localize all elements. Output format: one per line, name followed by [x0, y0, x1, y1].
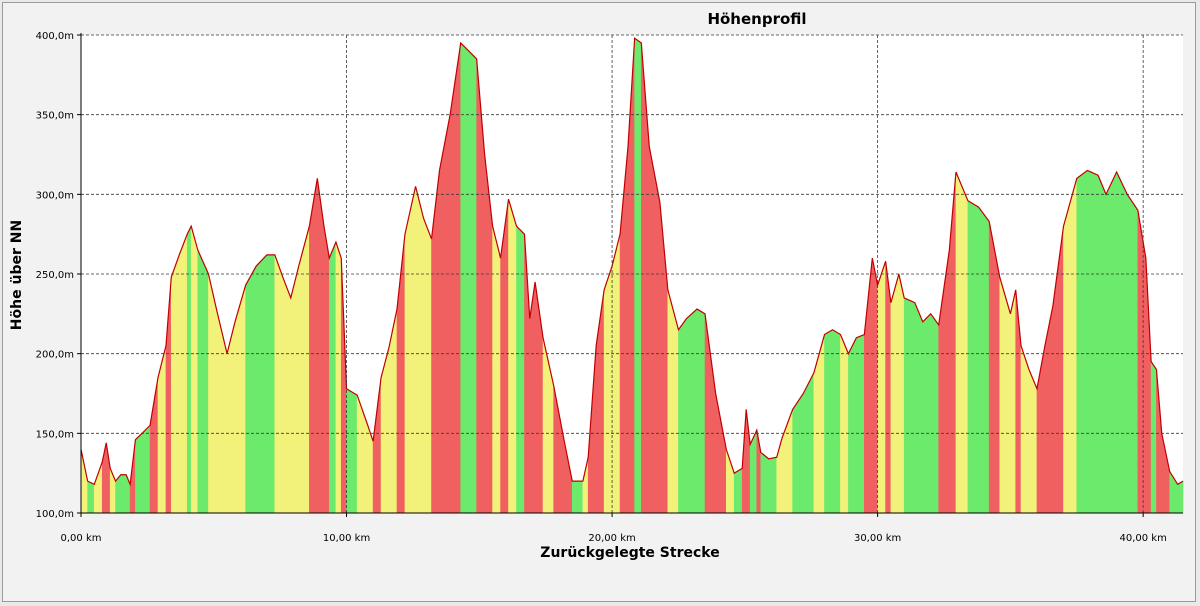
- elevation-segment: [1063, 178, 1078, 514]
- elevation-segment: [423, 218, 432, 514]
- elevation-segment: [197, 249, 209, 514]
- x-tick-label: 20,00 km: [588, 533, 635, 544]
- elevation-segment: [955, 171, 969, 514]
- elevation-segment: [832, 329, 841, 514]
- elevation-segment: [208, 273, 217, 514]
- elevation-segment: [178, 234, 188, 514]
- elevation-segment: [634, 37, 642, 514]
- elevation-segment: [404, 186, 416, 514]
- elevation-segment: [686, 308, 698, 514]
- y-tick-label: 200,0m: [36, 350, 74, 361]
- elevation-segment: [298, 226, 310, 514]
- elevation-segment: [255, 254, 268, 514]
- elevation-segment: [141, 424, 151, 514]
- x-tick-label: 0,00 km: [61, 533, 102, 544]
- y-tick-label: 100,0m: [36, 509, 74, 520]
- elevation-segment: [282, 277, 292, 514]
- y-axis-title: Höhe über NN: [9, 220, 25, 330]
- elevation-segment: [930, 312, 940, 514]
- elevation-segment: [1076, 169, 1088, 514]
- elevation-segment: [603, 265, 613, 514]
- elevation-segment: [415, 186, 424, 514]
- elevation-segment: [274, 254, 284, 514]
- elevation-segment: [802, 372, 815, 514]
- elevation-segment: [1087, 169, 1099, 514]
- elevation-segment: [190, 226, 199, 514]
- elevation-segment: [792, 392, 804, 514]
- elevation-area: [80, 37, 1184, 514]
- elevation-segment: [978, 206, 990, 514]
- elevation-segment: [760, 451, 770, 514]
- elevation-segment: [323, 226, 330, 514]
- elevation-segment: [848, 337, 857, 514]
- elevation-segment: [696, 308, 706, 514]
- elevation-segment: [856, 334, 865, 514]
- elevation-segment: [1137, 210, 1147, 514]
- elevation-segment: [120, 474, 127, 514]
- x-tick-label: 10,00 km: [323, 533, 370, 544]
- elevation-segment: [135, 432, 143, 514]
- elevation-segment: [266, 254, 276, 514]
- x-tick-label: 30,00 km: [854, 533, 901, 544]
- elevation-segment: [1097, 175, 1107, 514]
- elevation-segment: [170, 254, 180, 514]
- elevation-segment: [309, 178, 318, 514]
- elevation-segment: [999, 277, 1011, 514]
- elevation-segment: [87, 480, 95, 514]
- elevation-segment: [914, 302, 924, 514]
- chart-title: Höhenprofil: [707, 10, 806, 28]
- elevation-segment: [1028, 369, 1038, 514]
- elevation-segment: [245, 264, 257, 514]
- elevation-segment: [611, 234, 621, 514]
- elevation-segment: [328, 242, 337, 514]
- elevation-segment: [890, 273, 900, 514]
- x-tick-label: 40,00 km: [1119, 533, 1166, 544]
- elevation-segment: [967, 200, 979, 514]
- elevation-segment: [1150, 360, 1157, 514]
- elevation-segment: [1020, 345, 1030, 514]
- elevation-segment: [317, 178, 325, 514]
- elevation-segment: [186, 226, 192, 514]
- elevation-segment: [508, 199, 517, 514]
- elevation-segment: [439, 114, 451, 514]
- elevation-segment: [1010, 289, 1017, 514]
- elevation-segment: [468, 50, 477, 514]
- elevation-segment: [840, 334, 849, 514]
- y-tick-label: 350,0m: [36, 111, 74, 122]
- elevation-segment: [449, 42, 462, 514]
- elevation-segment: [1177, 480, 1184, 514]
- elevation-segment: [234, 285, 246, 514]
- elevation-segment: [824, 329, 833, 514]
- elevation-segment: [733, 467, 743, 514]
- elevation-segment: [346, 388, 358, 514]
- elevation-segment: [571, 480, 584, 514]
- elevation-segment: [648, 146, 661, 514]
- y-tick-label: 250,0m: [36, 270, 74, 281]
- elevation-segment: [1105, 171, 1117, 514]
- elevation-segment: [768, 456, 778, 514]
- elevation-segment: [290, 265, 300, 514]
- elevation-segment: [1116, 171, 1128, 514]
- x-axis-title: Zurückgelegte Strecke: [540, 545, 719, 561]
- tick-labels: 100,0m 150,0m 200,0m 250,0m 300,0m 350,0m 400,…: [36, 31, 1167, 544]
- y-tick-label: 400,0m: [36, 31, 74, 42]
- elevation-segment: [877, 261, 886, 514]
- elevation-segment: [922, 313, 932, 514]
- elevation-segment: [678, 317, 687, 514]
- y-tick-label: 300,0m: [36, 190, 74, 201]
- elevation-segment: [898, 273, 905, 514]
- elevation-segment: [335, 242, 342, 514]
- elevation-segment: [492, 226, 501, 514]
- y-tick-label: 150,0m: [36, 429, 74, 440]
- elevation-segment: [872, 258, 878, 514]
- elevation-segment: [903, 297, 916, 514]
- elevation-segment: [516, 225, 525, 514]
- elevation-segment: [460, 42, 469, 514]
